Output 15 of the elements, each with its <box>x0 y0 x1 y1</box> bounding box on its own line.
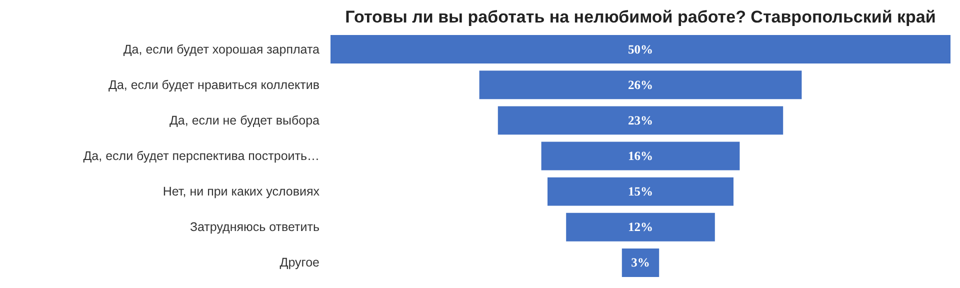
data-label: 16% <box>628 149 653 163</box>
category-label: Да, если будет хорошая зарплата <box>123 42 320 56</box>
category-label: Да, если будет перспектива построить… <box>83 149 320 163</box>
data-label: 23% <box>628 113 653 128</box>
category-label: Да, если не будет выбора <box>169 113 320 128</box>
category-label: Другое <box>280 256 320 270</box>
data-label: 12% <box>628 220 653 234</box>
category-label: Да, если будет нравиться коллектив <box>108 78 320 92</box>
data-label: 26% <box>628 78 653 92</box>
data-label: 15% <box>628 184 653 199</box>
category-label: Затрудняюсь ответить <box>190 220 320 234</box>
text: Готовы ли вы работать на нелюбимой работе? Ставропольский край <box>345 8 936 26</box>
data-label: 3% <box>631 256 650 270</box>
data-label: 50% <box>628 42 653 56</box>
category-label: Нет, ни при каких условиях <box>162 184 320 199</box>
